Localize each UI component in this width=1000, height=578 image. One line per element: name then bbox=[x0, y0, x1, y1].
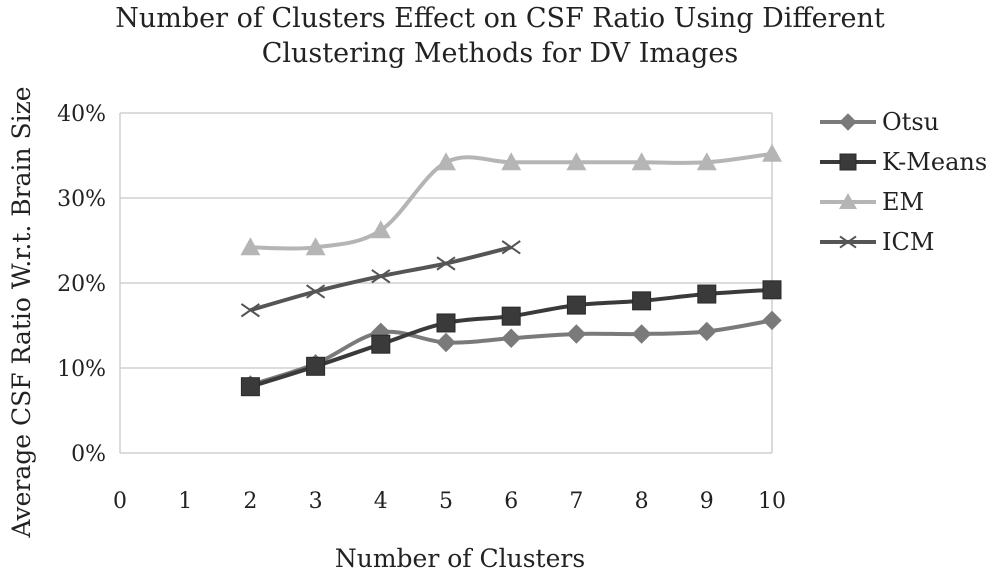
data-point-square bbox=[697, 284, 717, 304]
gridlines bbox=[120, 112, 772, 454]
x-tick-label: 10 bbox=[758, 489, 786, 514]
legend-item: Otsu bbox=[820, 108, 939, 136]
y-tick-label: 10% bbox=[57, 357, 106, 382]
data-point-triangle bbox=[305, 237, 326, 256]
chart-title-line-2: Clustering Methods for DV Images bbox=[261, 38, 739, 69]
data-point-triangle bbox=[240, 237, 261, 256]
y-tick-label: 20% bbox=[57, 272, 106, 297]
data-point-diamond bbox=[566, 324, 587, 344]
data-point-square bbox=[566, 295, 586, 315]
data-point-x bbox=[371, 269, 391, 284]
x-tick-label: 5 bbox=[439, 489, 453, 514]
x-tick-label: 9 bbox=[700, 489, 714, 514]
data-point-triangle bbox=[501, 152, 522, 171]
data-point-square bbox=[306, 356, 326, 376]
series-line bbox=[249, 245, 512, 313]
data-point-x bbox=[306, 284, 326, 299]
data-point-triangle bbox=[631, 152, 652, 171]
data-point-square bbox=[839, 153, 857, 171]
data-point-diamond bbox=[839, 113, 857, 131]
data-point-square bbox=[501, 306, 521, 326]
series-group bbox=[240, 143, 782, 397]
data-point-x bbox=[240, 303, 260, 318]
data-point-diamond bbox=[762, 310, 782, 331]
tick-labels: 0% 10% 20% 30% 40% 0 1 2 3 4 5 6 7 8 9 10 bbox=[57, 102, 786, 514]
legend-label: Otsu bbox=[882, 108, 939, 136]
data-point-triangle bbox=[566, 152, 587, 171]
y-tick-label: 30% bbox=[57, 187, 106, 212]
x-tick-label: 8 bbox=[635, 489, 649, 514]
data-point-triangle bbox=[762, 143, 782, 162]
data-point-diamond bbox=[631, 324, 652, 344]
data-point-x bbox=[436, 256, 456, 271]
chart-title-line-1: Number of Clusters Effect on CSF Ratio U… bbox=[115, 3, 885, 34]
x-tick-label: 7 bbox=[569, 489, 583, 514]
data-point-diamond bbox=[501, 328, 521, 348]
x-tick-label: 1 bbox=[178, 489, 192, 514]
x-tick-label: 3 bbox=[309, 489, 323, 514]
y-tick-label: 0% bbox=[71, 442, 106, 467]
data-point-square bbox=[371, 334, 391, 354]
data-point-x bbox=[501, 240, 521, 255]
data-point-triangle bbox=[696, 152, 717, 171]
y-tick-label: 40% bbox=[57, 102, 106, 127]
data-point-x bbox=[839, 235, 857, 249]
y-axis-label: Average CSF Ratio W.r.t. Brain Size bbox=[7, 86, 36, 538]
x-tick-label: 6 bbox=[504, 489, 518, 514]
data-point-triangle bbox=[436, 152, 456, 171]
data-point-square bbox=[632, 291, 652, 311]
x-tick-label: 4 bbox=[374, 489, 388, 514]
data-point-square bbox=[240, 377, 260, 397]
x-axis-label: Number of Clusters bbox=[335, 544, 585, 573]
legend: Otsu K-Means EM ICM bbox=[820, 108, 987, 256]
legend-label: ICM bbox=[882, 228, 934, 256]
data-point-square bbox=[762, 280, 782, 300]
data-point-triangle bbox=[370, 220, 391, 239]
series-icm bbox=[240, 240, 521, 318]
x-tick-label: 2 bbox=[243, 489, 257, 514]
legend-item: EM bbox=[820, 188, 924, 216]
series-em bbox=[240, 143, 782, 256]
data-point-diamond bbox=[436, 332, 456, 353]
legend-item: K-Means bbox=[820, 148, 987, 176]
data-point-triangle bbox=[839, 193, 857, 209]
data-point-square bbox=[436, 313, 456, 333]
legend-label: EM bbox=[882, 188, 924, 216]
legend-label: K-Means bbox=[882, 148, 987, 176]
data-point-diamond bbox=[697, 321, 717, 342]
legend-item: ICM bbox=[820, 228, 934, 256]
series-k-means bbox=[240, 280, 782, 397]
x-tick-label: 0 bbox=[113, 489, 127, 514]
